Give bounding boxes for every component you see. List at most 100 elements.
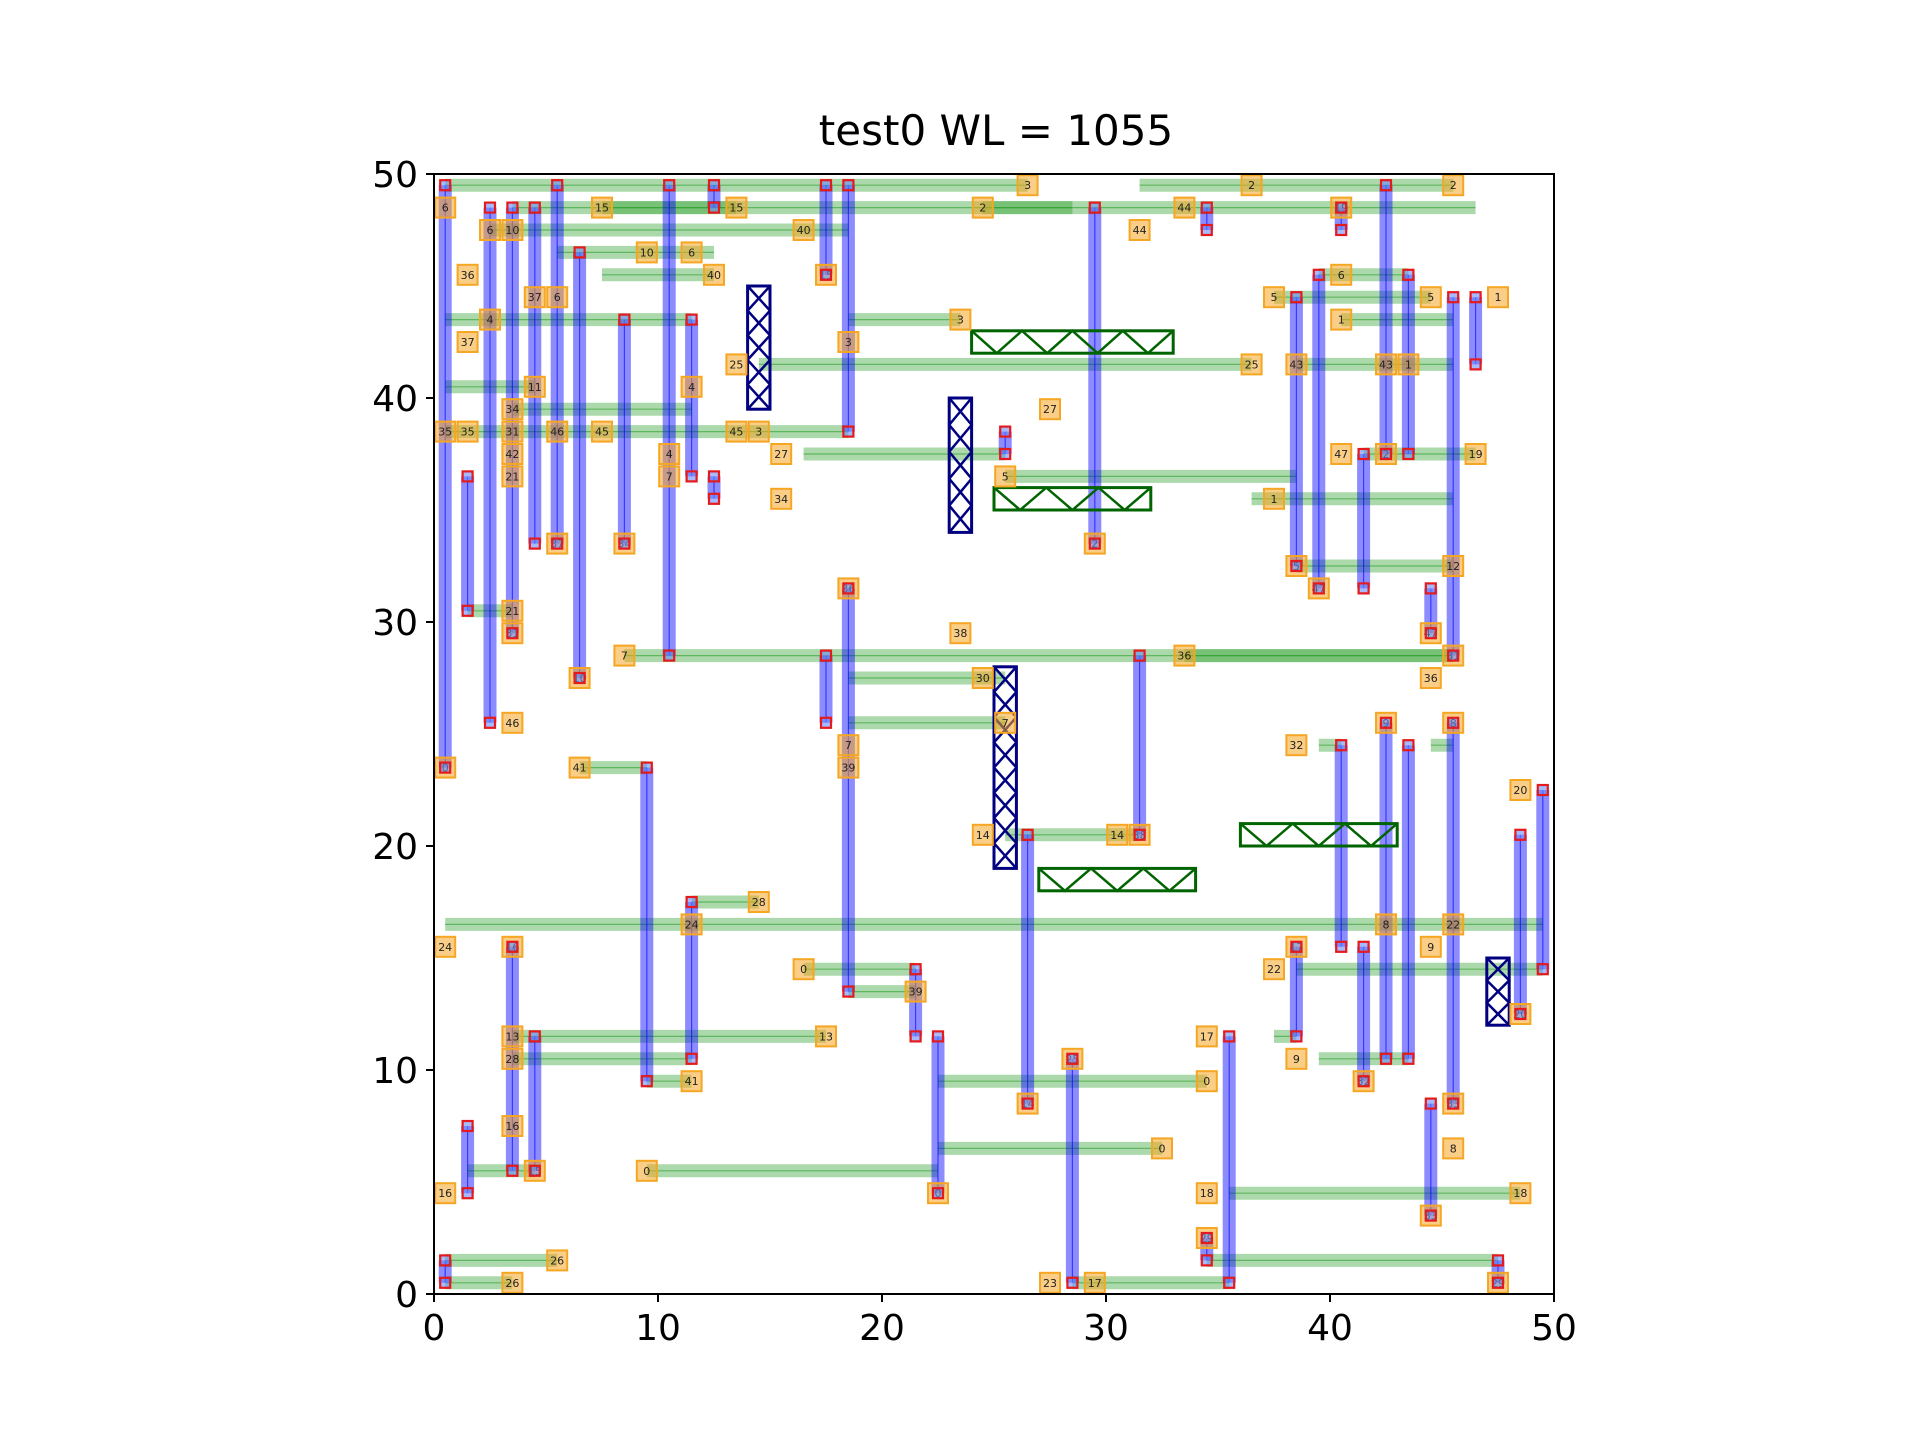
pin-label: 39 [841, 762, 855, 775]
via-marker [1312, 268, 1325, 281]
pin-box [501, 1271, 524, 1294]
pin-box [1263, 958, 1285, 981]
pin-label: 36 [1424, 672, 1438, 685]
via-marker [528, 201, 541, 214]
pin-label: 17 [1200, 1030, 1214, 1043]
pin-box [501, 398, 524, 421]
pin-box [1039, 1271, 1061, 1294]
pin-box [501, 1047, 524, 1070]
pin-label: 24 [438, 941, 452, 954]
pin-box [1195, 1182, 1218, 1205]
pin-label: 2 [979, 202, 986, 215]
y-tick-label: 30 [372, 603, 418, 644]
pin-label: 32 [1289, 739, 1303, 752]
pin-box [680, 913, 703, 936]
pin-label: 23 [1043, 1277, 1057, 1290]
via-marker [685, 313, 698, 326]
pin-label: 14 [1110, 829, 1124, 842]
pin-label: 6 [1338, 269, 1345, 282]
pin-box [1330, 263, 1353, 286]
x-tick-label: 20 [859, 1308, 905, 1349]
pin-box [434, 420, 457, 443]
pin-box [479, 308, 501, 331]
via-marker [1290, 559, 1303, 573]
pin-box [1016, 174, 1039, 197]
pin-box [680, 241, 703, 264]
pin-box [904, 980, 927, 1003]
via-marker [663, 649, 676, 662]
pin-box [949, 308, 972, 331]
x-tick-label: 0 [423, 1308, 446, 1349]
pin-box [1397, 353, 1420, 376]
via-marker [506, 1164, 519, 1177]
via-marker [640, 761, 653, 774]
via-marker [461, 604, 474, 617]
x-tick-label: 40 [1307, 1308, 1353, 1349]
pin-label: 17 [1088, 1277, 1102, 1290]
pin-label: 6 [554, 291, 561, 304]
pin-label: 16 [438, 1187, 452, 1200]
via-marker [1021, 828, 1034, 841]
pin-box [680, 375, 703, 398]
pin-label: 37 [461, 336, 475, 349]
y-tick-label: 40 [372, 379, 418, 420]
via-marker [819, 179, 833, 192]
via-marker [1491, 1276, 1505, 1289]
obstacle-vertical-hatch [1485, 957, 1511, 1027]
pin-box [546, 1249, 569, 1272]
via-marker [1066, 1276, 1079, 1289]
via-marker [1514, 828, 1527, 841]
via-marker [842, 985, 855, 998]
pin-label: 46 [505, 717, 519, 730]
via-marker [1536, 783, 1549, 797]
pin-label: 43 [1289, 358, 1303, 371]
via-marker [439, 179, 452, 192]
pin-label: 28 [505, 1053, 519, 1066]
obstacle-vertical-hatch [992, 665, 1019, 870]
pin-box [546, 286, 569, 309]
obstacle-vertical-hatch [992, 665, 1019, 870]
pin-label: 45 [729, 426, 743, 439]
obstacle-horizontal-hatch [993, 485, 1152, 512]
pin-label: 44 [1177, 202, 1191, 215]
pin-label: 10 [640, 246, 654, 259]
pin-box [1173, 196, 1196, 219]
via-marker [819, 268, 833, 281]
via-marker [461, 1187, 474, 1200]
pin-label: 13 [505, 1030, 519, 1043]
pin-label: 15 [729, 202, 743, 215]
via-marker [551, 179, 564, 192]
obstacle-vertical [1485, 956, 1511, 1027]
via-marker [1357, 447, 1370, 461]
pin-box [1509, 779, 1532, 801]
pin-box [725, 420, 748, 443]
pin-box [456, 331, 479, 353]
pin-box [1195, 1025, 1218, 1048]
via-marker [1021, 1097, 1034, 1110]
via-marker [1335, 739, 1348, 752]
via-marker [842, 179, 855, 192]
pin-label: 1 [1271, 493, 1278, 506]
pin-box [1106, 823, 1129, 846]
pin-box [1419, 667, 1442, 689]
pin-label: 0 [643, 1165, 650, 1178]
via-marker [551, 537, 564, 550]
pin-label: 4 [487, 314, 494, 327]
pin-box [501, 420, 524, 443]
pin-label: 40 [707, 269, 721, 282]
pin-label: 22 [1267, 963, 1281, 976]
pin-box [837, 756, 860, 779]
pin-label: 36 [461, 269, 475, 282]
via-marker [506, 627, 519, 640]
pin-label: 7 [666, 470, 673, 483]
via-marker [1335, 201, 1348, 214]
pin-label: 22 [1446, 918, 1460, 931]
pin-box [703, 263, 725, 286]
via-marker [1066, 1052, 1079, 1065]
via-marker [1133, 649, 1146, 662]
via-marker [931, 1187, 945, 1200]
via-marker [439, 761, 452, 774]
pin-box [1464, 443, 1487, 465]
pin-label: 30 [976, 672, 990, 685]
